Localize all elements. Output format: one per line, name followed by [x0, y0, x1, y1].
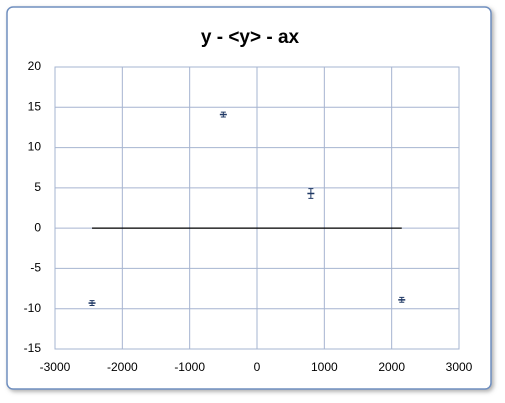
y-tick-label: -15 [24, 341, 42, 355]
x-tick-label: 3000 [446, 360, 473, 374]
y-tick-label: 5 [34, 180, 41, 194]
x-tick-label: -3000 [40, 360, 71, 374]
y-tick-label: -5 [30, 261, 41, 275]
y-tick-label: 15 [28, 99, 42, 113]
x-tick-label: 2000 [378, 360, 405, 374]
y-tick-label: 10 [28, 140, 42, 154]
x-tick-label: 0 [254, 360, 261, 374]
x-tick-label: -2000 [107, 360, 138, 374]
x-tick-label: -1000 [174, 360, 205, 374]
y-tick-label: 0 [34, 220, 41, 234]
y-tick-label: -10 [24, 301, 42, 315]
x-tick-label: 1000 [311, 360, 338, 374]
y-tick-label: 20 [28, 59, 42, 73]
chart-title: y - <y> - ax [201, 27, 300, 48]
